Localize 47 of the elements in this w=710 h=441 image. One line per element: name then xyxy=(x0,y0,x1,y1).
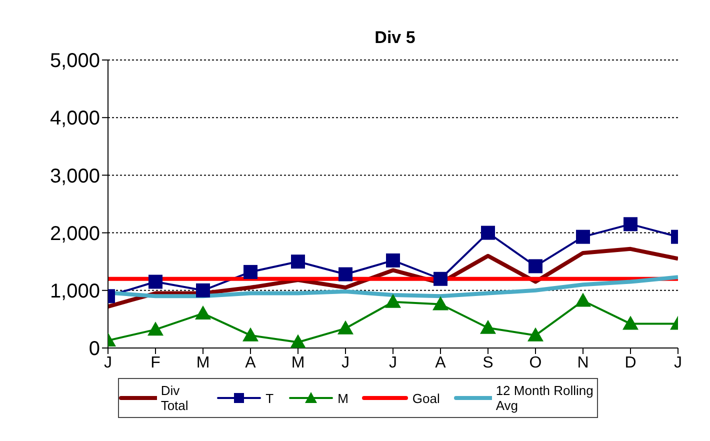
x-tick-label: S xyxy=(482,354,494,372)
legend-label: Goal xyxy=(411,390,440,408)
point xyxy=(528,259,542,274)
y-tick-label: 1,000 xyxy=(50,280,100,302)
legend-label: T xyxy=(264,390,274,408)
point xyxy=(196,283,210,298)
x-tick-label: D xyxy=(624,354,636,372)
point xyxy=(148,322,164,336)
x-tick-label: M xyxy=(291,354,305,372)
y-tick-label: 3,000 xyxy=(50,165,100,188)
x-tick-label: J xyxy=(342,354,350,372)
point xyxy=(434,272,448,286)
point xyxy=(432,296,448,310)
point xyxy=(385,294,401,308)
y-tick-label: 0 xyxy=(88,338,100,360)
x-tick-label: J xyxy=(104,354,112,372)
chart-title: Div 5 xyxy=(374,28,416,48)
point xyxy=(244,264,258,279)
x-tick-label: N xyxy=(577,354,589,372)
point xyxy=(338,267,352,282)
y-tick-label: 2,000 xyxy=(50,222,100,245)
point xyxy=(576,230,590,244)
legend-label: 12 Month Rolling Avg xyxy=(494,383,594,413)
y-tick-label: 5,000 xyxy=(50,50,100,72)
point xyxy=(480,320,496,334)
x-tick-label: A xyxy=(245,354,256,372)
legend-label: Div Total xyxy=(160,383,190,413)
x-tick-label: F xyxy=(150,354,161,372)
point xyxy=(290,334,306,348)
point xyxy=(481,226,495,240)
point xyxy=(528,327,544,342)
point xyxy=(195,305,211,320)
point xyxy=(242,327,258,342)
point xyxy=(622,316,638,330)
x-tick-label: A xyxy=(435,354,446,372)
point xyxy=(386,253,400,268)
point xyxy=(291,254,305,269)
point xyxy=(338,320,354,334)
point xyxy=(624,217,638,232)
point xyxy=(575,292,591,307)
point xyxy=(148,274,162,289)
legend-label: M xyxy=(336,390,348,408)
x-tick-label: J xyxy=(389,354,397,372)
x-tick-label: O xyxy=(529,354,542,372)
x-tick-label: J xyxy=(674,354,682,372)
y-tick-label: 4,000 xyxy=(50,108,100,130)
x-tick-label: M xyxy=(196,354,210,372)
